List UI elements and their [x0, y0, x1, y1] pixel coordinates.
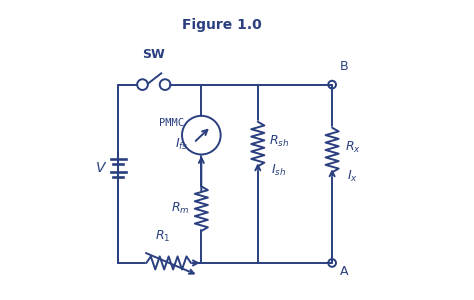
Text: A: A	[340, 266, 348, 278]
Text: Figure 1.0: Figure 1.0	[182, 18, 262, 32]
Text: $I_{fs}$: $I_{fs}$	[175, 136, 189, 152]
Text: SW: SW	[142, 48, 165, 62]
Text: $I_{sh}$: $I_{sh}$	[271, 163, 286, 178]
Text: $R_1$: $R_1$	[155, 229, 171, 244]
Text: $R_{sh}$: $R_{sh}$	[268, 134, 289, 148]
Text: B: B	[340, 60, 348, 73]
Text: $I_x$: $I_x$	[347, 169, 358, 184]
Text: V: V	[96, 161, 105, 175]
Text: $R_x$: $R_x$	[345, 140, 361, 154]
Text: PMMC: PMMC	[159, 118, 184, 128]
Text: $R_m$: $R_m$	[171, 201, 190, 216]
